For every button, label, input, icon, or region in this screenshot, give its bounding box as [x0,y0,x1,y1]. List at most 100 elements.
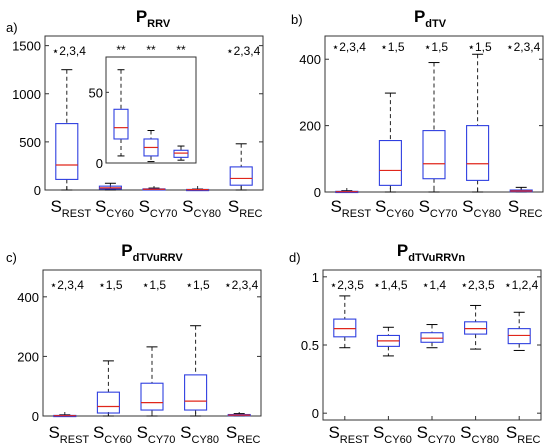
panel-2-box-2 [378,92,402,193]
panel-3-xtick-label: SCY60 [93,423,132,446]
panel-1-box-3 [142,187,166,191]
panel-1-ytick-label: 1000 [12,87,41,102]
panel-3-ytick-label: 400 [17,290,39,305]
panel-1-inset-annotation: ** [146,43,156,57]
panel-2-box-1 [335,190,359,194]
panel-4-xtick-label: SREC [506,423,541,446]
panel-3-xtick-label: SREST [48,423,89,446]
panel-3-annotation: ⋆2,3,4 [50,278,85,292]
box-iqr [96,391,120,414]
panel-4-xtick-label: SREST [328,423,369,446]
panel-2-ytick-label: 0 [314,185,321,200]
panel-2-annotation: ⋆1,5 [467,40,492,54]
panel-4-ytick-label: 0 [312,406,319,421]
panel-3-annotation: ⋆1,5 [142,278,167,292]
panel-3-label: c) [6,250,17,265]
box-iqr [55,123,79,180]
panel-1-box-5 [229,143,253,191]
panel-2-annotation: ⋆1,5 [380,40,405,54]
box-iqr [173,149,189,158]
panel-2-ytick-label: 200 [299,119,321,134]
panel-4-annotation: ⋆1,4 [422,278,447,292]
panel-2-annotation: ⋆2,3,4 [332,40,367,54]
panel-2-box-5 [509,186,533,193]
panel-4-ytick-label: 0.5 [301,338,319,353]
panel-4-annotation: ⋆1,4,5 [373,278,408,292]
panel-3-xtick-label: SCY70 [137,423,176,446]
box-iqr [184,374,208,411]
panel-4-title: PdTVuRRVn [397,241,465,264]
panel-2-xtick-label: SREC [508,197,543,220]
panel-1-inset-annotation: ** [176,43,186,57]
panel-3-annotation: ⋆1,5 [185,278,210,292]
panel-1-box-2 [98,182,122,191]
panel-1-xtick-label: SREST [50,197,91,220]
panel-1-ytick-label: 0 [34,183,41,198]
panel-1-title: PRRV [136,7,171,30]
panel-1-ytick-label: 1500 [12,39,41,54]
panel-1-label: a) [6,20,18,35]
panel-1-inset-annotation: ** [116,43,126,57]
panel-3-box-5 [227,413,251,417]
panel-1-ytick-label: 500 [19,135,41,150]
panel-4-ytick-label: 1 [312,270,319,285]
panel-4-box-5 [507,311,531,351]
panel-4-annotation: ⋆2,3,5 [330,278,365,292]
panel-2-xtick-label: SCY60 [375,197,414,220]
panel-2-annotation: ⋆1,5 [424,40,449,54]
panel-1-inset-box-1 [113,69,129,157]
box-iqr [464,321,488,335]
box-iqr [466,125,490,181]
panel-1-annotation: ⋆2,3,4 [52,44,87,58]
box-iqr [333,318,357,338]
panel-2-title: PdTV [414,7,447,30]
panel-1-xtick-label: SCY60 [95,197,134,220]
panel-4-box-3 [420,324,444,349]
panel-4-box-2 [376,326,400,357]
panel-3-box-1 [53,414,77,418]
panel-1-box-4 [186,188,210,192]
panel-1-xtick-label: SCY80 [182,197,221,220]
panel-1-xtick-label: SREC [228,197,263,220]
panel-4-box-1 [333,295,357,349]
panel-1-inset-ytick-label: 0 [96,156,103,171]
panel-2-box-4 [466,53,490,193]
panel-4-annotation: ⋆1,2,4 [504,278,539,292]
panel-2-xtick-label: SREST [330,197,371,220]
panel-2-label: b) [291,12,303,27]
panel-1-box-1 [55,69,79,191]
panel-1-xtick-label: SCY70 [139,197,178,220]
panel-3-box-3 [140,346,164,417]
panel-3-box-2 [96,360,120,417]
panel-4-xtick-label: SCY70 [417,423,456,446]
panel-1-inset-axes [105,56,197,164]
box-iqr [422,130,446,180]
panel-3-title: PdTVuRRV [121,241,183,264]
panel-3-ytick-label: 0 [32,409,39,424]
panel-3-xtick-label: SREC [226,423,261,446]
box-iqr [420,332,444,343]
panel-4-box-4 [464,304,488,350]
box-iqr [378,140,402,186]
panel-2-xtick-label: SCY70 [419,197,458,220]
box-iqr [113,108,129,140]
box-iqr [140,382,164,411]
panel-1-inset-box-2 [143,129,159,163]
panel-3-annotation: ⋆1,5 [98,278,123,292]
panel-3-ytick-label: 200 [17,349,39,364]
panel-2-ytick-label: 400 [299,52,321,67]
panel-1-inset-ytick-label: 50 [89,85,103,100]
panel-1-inset-box-3 [173,145,189,161]
panel-4-xtick-label: SCY60 [373,423,412,446]
panel-4-xtick-label: SCY80 [460,423,499,446]
panel-3-xtick-label: SCY80 [180,423,219,446]
panel-4-annotation: ⋆2,3,5 [460,278,495,292]
panel-3-box-4 [184,325,208,417]
panel-1-annotation: ⋆2,3,4 [226,44,261,58]
panel-3-annotation: ⋆2,3,4 [224,278,259,292]
box-iqr [507,328,531,345]
box-iqr [229,166,253,186]
panel-2-xtick-label: SCY80 [462,197,501,220]
panel-2-box-3 [422,62,446,193]
